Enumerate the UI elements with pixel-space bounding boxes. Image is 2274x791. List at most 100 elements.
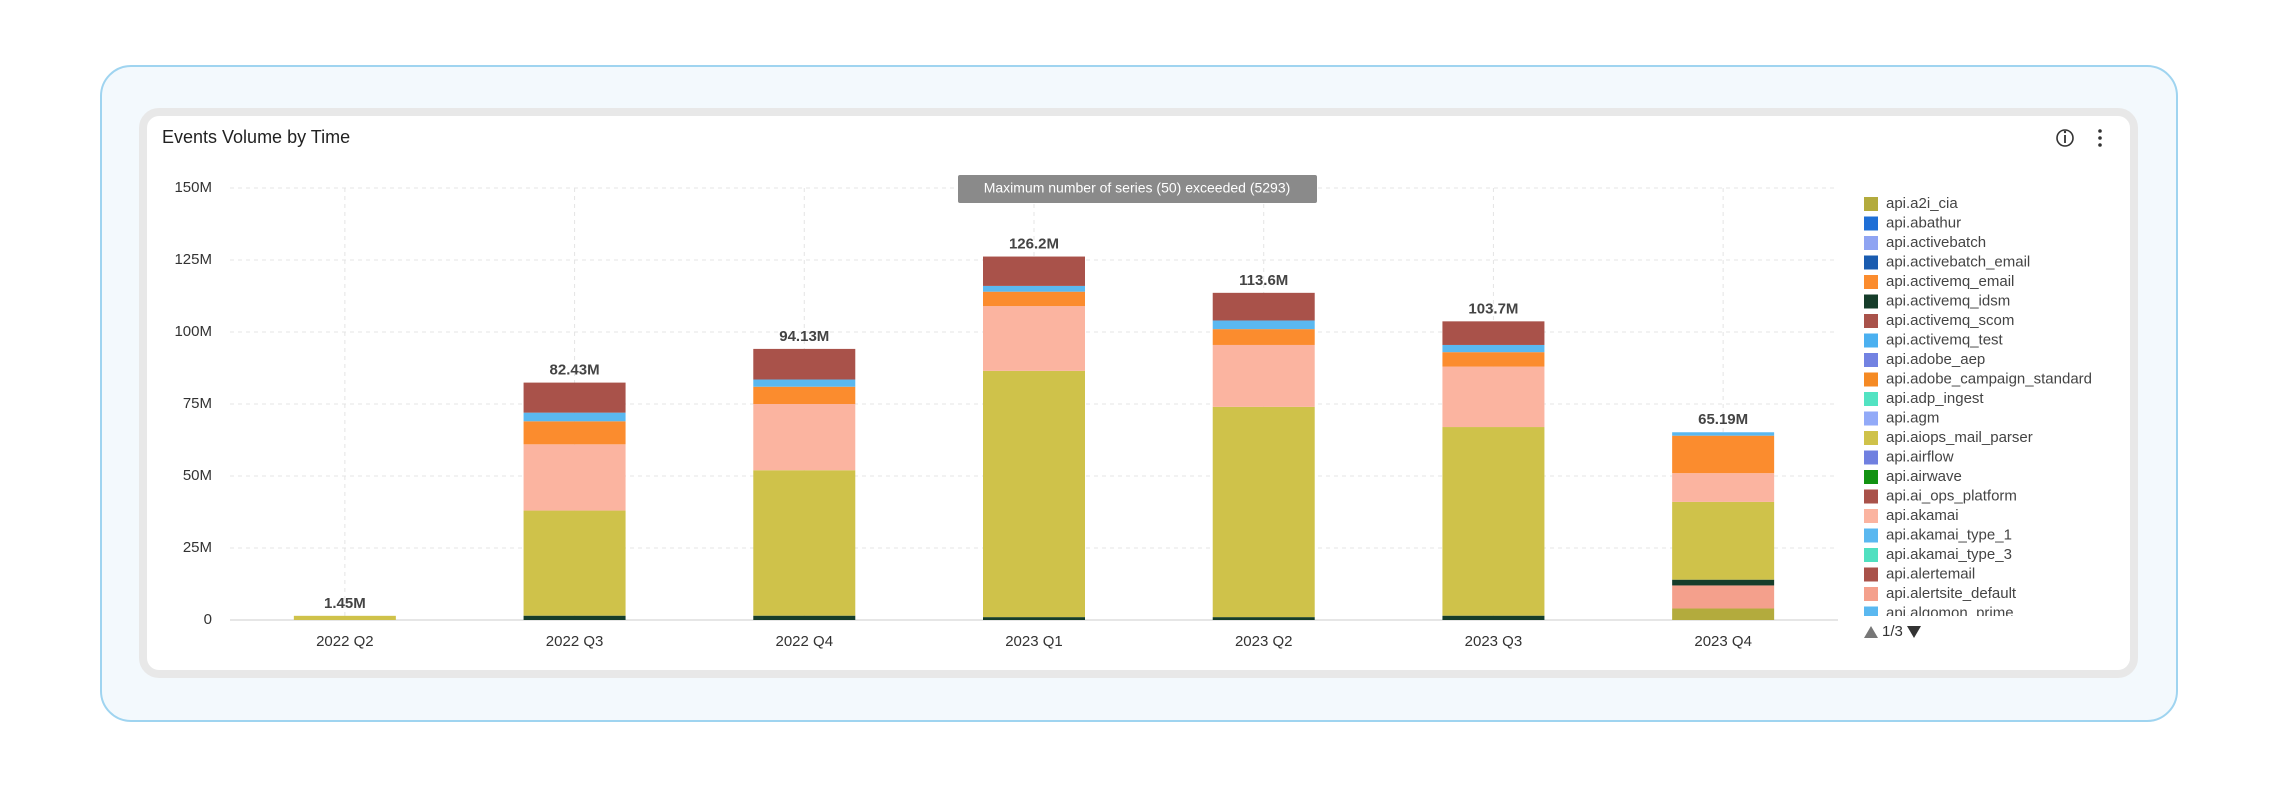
legend-swatch <box>1864 294 1878 309</box>
legend-swatch <box>1864 470 1878 484</box>
legend-label: api.activebatch <box>1886 234 1986 251</box>
y-tick-label: 50M <box>183 467 212 484</box>
legend-label: api.akamai <box>1886 507 1959 524</box>
bar-segment <box>1212 329 1315 345</box>
bar-segment <box>1442 352 1545 367</box>
x-tick-label: 2022 Q2 <box>316 633 374 650</box>
x-tick-label: 2022 Q4 <box>776 633 834 650</box>
menu-icon[interactable] <box>2098 129 2102 147</box>
bar-segment <box>753 379 856 387</box>
bar-segment <box>983 291 1085 307</box>
legend-label: api.a2i_cia <box>1886 195 1958 212</box>
total-label: 82.43M <box>550 362 600 379</box>
legend-swatch <box>1864 236 1878 250</box>
bar-segment <box>1672 473 1775 502</box>
bar-segment <box>753 348 856 380</box>
legend-label: api.activemq_test <box>1886 331 2004 348</box>
legend-swatch <box>1864 548 1878 562</box>
bar-segment <box>983 370 1085 618</box>
legend-swatch <box>1864 275 1878 289</box>
info-icon[interactable] <box>2056 129 2074 147</box>
bar-segment <box>983 617 1085 620</box>
legend-label: api.activemq_email <box>1886 273 2014 290</box>
legend-label: api.airflow <box>1886 448 1954 465</box>
legend-label: api.agm <box>1886 409 1939 426</box>
bar-segment <box>1212 406 1315 618</box>
legend-label: api.adobe_campaign_standard <box>1886 370 2092 387</box>
bar-segment <box>1442 427 1545 616</box>
legend-swatch <box>1864 197 1878 211</box>
bar-segment <box>983 285 1085 292</box>
legend-label: api.activemq_scom <box>1886 312 2014 329</box>
bar-segment <box>523 615 626 620</box>
bar-segment <box>1442 615 1545 620</box>
bar-segment <box>983 306 1085 371</box>
y-tick-label: 25M <box>183 539 212 556</box>
bar-segment <box>983 256 1085 286</box>
total-label: 126.2M <box>1009 236 1059 253</box>
bar-segment <box>753 386 856 404</box>
legend-swatch <box>1864 587 1878 601</box>
legend-prev[interactable] <box>1864 626 1878 638</box>
bar-segment <box>1442 344 1545 353</box>
legend-swatch <box>1864 489 1878 504</box>
bar-segment <box>1212 292 1315 321</box>
bar-segment <box>523 444 626 511</box>
legend-swatch <box>1864 333 1878 348</box>
legend-label: api.akamai_type_3 <box>1886 546 2012 563</box>
y-tick-label: 0 <box>204 611 212 628</box>
legend-next[interactable] <box>1907 626 1921 638</box>
bar-segment <box>523 510 626 616</box>
legend-swatch <box>1864 216 1878 231</box>
legend-label: api.activemq_idsm <box>1886 292 2010 309</box>
y-tick-label: 75M <box>183 395 212 412</box>
bar-segment <box>1672 435 1775 474</box>
legend-label: api.adp_ingest <box>1886 390 1984 407</box>
total-label: 113.6M <box>1239 272 1288 289</box>
legend-label: api.airwave <box>1886 468 1962 485</box>
y-tick-label: 100M <box>174 323 212 340</box>
bar-segment <box>753 470 856 616</box>
bar-segment <box>293 615 396 620</box>
bar-segment <box>1212 320 1315 330</box>
chart-panel <box>139 108 2138 678</box>
x-tick-label: 2023 Q1 <box>1005 633 1063 650</box>
total-label: 103.7M <box>1468 300 1518 317</box>
legend-label: api.alertsite_default <box>1886 585 2017 602</box>
legend-label: api.aiops_mail_parser <box>1886 429 2033 446</box>
bar-segment <box>1672 585 1775 609</box>
bar-segment <box>1672 432 1775 436</box>
legend-swatch <box>1864 392 1878 406</box>
notice-badge <box>958 175 1317 203</box>
bar-segment <box>753 404 856 471</box>
legend-swatch <box>1864 431 1878 445</box>
total-label: 94.13M <box>779 328 829 345</box>
bar-segment <box>1442 321 1545 345</box>
legend-swatch <box>1864 353 1878 367</box>
bar-segment <box>753 615 856 620</box>
x-tick-label: 2022 Q3 <box>546 633 604 650</box>
legend-swatch <box>1864 314 1878 328</box>
bar-segment <box>1672 501 1775 580</box>
legend-page: 1/3 <box>1882 623 1903 640</box>
bar-segment <box>523 382 626 413</box>
legend-label: api.ai_ops_platform <box>1886 487 2017 504</box>
bar-segment <box>523 421 626 445</box>
legend-swatch <box>1864 567 1878 582</box>
legend-label: api.alertemail <box>1886 565 1975 582</box>
y-tick-label: 125M <box>174 251 212 268</box>
notice-text: Maximum number of series (50) exceeded (… <box>984 180 1291 196</box>
x-tick-label: 2023 Q4 <box>1694 633 1752 650</box>
legend-swatch <box>1864 411 1878 426</box>
legend-label: api.algomon_prime <box>1886 604 2014 621</box>
bar-segment <box>1672 608 1775 620</box>
total-label: 65.19M <box>1698 411 1748 428</box>
chart-title: Events Volume by Time <box>162 127 350 147</box>
legend-label: api.adobe_aep <box>1886 351 1985 368</box>
bar-segment <box>1212 617 1315 620</box>
legend-swatch <box>1864 509 1878 523</box>
legend-swatch <box>1864 606 1878 616</box>
legend-swatch <box>1864 372 1878 387</box>
legend-swatch <box>1864 450 1878 465</box>
